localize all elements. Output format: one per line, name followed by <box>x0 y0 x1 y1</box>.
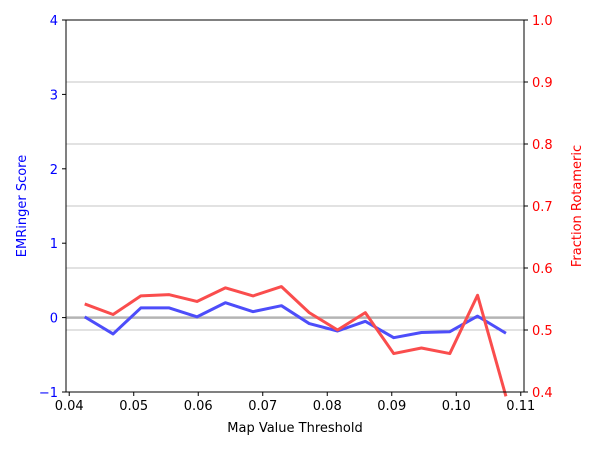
y-left-tick-label: 3 <box>50 88 58 103</box>
y-right-tick-label: 0.4 <box>532 386 553 401</box>
x-tick-label: 0.04 <box>55 399 84 414</box>
y-right-tick-label: 1.0 <box>532 14 553 29</box>
y-right-tick-label: 0.5 <box>532 324 553 339</box>
y-right-tick-label: 0.6 <box>532 262 553 277</box>
fraction-rotameric-line <box>84 285 508 397</box>
x-tick-label: 0.08 <box>313 399 342 414</box>
y-left-tick-label: 0 <box>50 312 58 327</box>
emringer-score-line <box>83 301 507 340</box>
x-tick-label: 0.07 <box>248 399 277 414</box>
x-tick-label: 0.09 <box>377 399 406 414</box>
y-right-tick-label: 0.9 <box>532 76 553 91</box>
y-left-tick-label: 2 <box>50 163 58 178</box>
data-series <box>83 285 508 397</box>
x-axis-label: Map Value Threshold <box>227 421 362 436</box>
x-tick-label: 0.11 <box>506 399 535 414</box>
y-right-tick-label: 0.8 <box>532 138 553 153</box>
y-axis-left: −1 0 1 2 3 4 <box>39 14 66 401</box>
y-left-tick-label: 4 <box>50 14 58 29</box>
y-axis-right-label: Fraction Rotameric <box>570 145 585 267</box>
grid-lines <box>66 81 524 331</box>
x-tick-label: 0.06 <box>184 399 213 414</box>
x-tick-label: 0.10 <box>442 399 471 414</box>
x-axis: 0.04 0.05 0.06 0.07 0.08 0.09 0.10 0.11 <box>55 392 535 414</box>
y-left-tick-label: 1 <box>50 237 58 252</box>
y-right-tick-label: 0.7 <box>532 200 553 215</box>
y-axis-right: 0.4 0.5 0.6 0.7 0.8 0.9 1.0 <box>524 14 553 401</box>
y-left-tick-label: −1 <box>39 386 58 401</box>
y-axis-left-label: EMRinger Score <box>15 155 30 257</box>
x-tick-label: 0.05 <box>119 399 148 414</box>
